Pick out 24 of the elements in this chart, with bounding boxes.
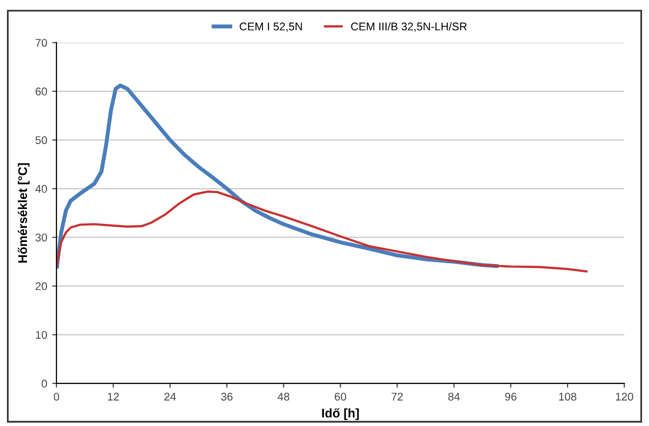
legend-label: CEM I 52,5N <box>240 22 302 32</box>
x-tick-label: 108 <box>559 392 576 401</box>
x-tick-label: 84 <box>448 392 460 401</box>
x-tick-label: 36 <box>221 392 233 401</box>
x-axis-title: Idő [h] <box>322 408 359 420</box>
y-tick-label: 30 <box>36 234 47 242</box>
line-series <box>56 190 588 273</box>
x-tick-label: 120 <box>616 392 634 401</box>
x-tick-label: 60 <box>334 392 346 401</box>
x-tick-label: 72 <box>392 392 403 400</box>
x-tick-label: 0 <box>54 392 60 401</box>
x-tick-label: 48 <box>278 392 290 401</box>
y-tick-label: 70 <box>36 38 47 47</box>
legend-label: CEM III/B 32,5N-LH/SR <box>351 22 467 32</box>
x-tick-label: 96 <box>505 392 516 401</box>
y-axis-title: Hőmérséklet [°C] <box>18 163 30 263</box>
y-tick-label: 40 <box>35 184 47 193</box>
x-tick-label: 12 <box>108 392 119 400</box>
y-tick-label: 10 <box>36 330 47 339</box>
y-tick-label: 60 <box>36 88 47 96</box>
y-tick-label: 0 <box>42 380 47 388</box>
x-tick-label: 24 <box>164 392 176 400</box>
y-tick-label: 20 <box>36 282 47 290</box>
y-tick-label: 50 <box>36 136 47 144</box>
